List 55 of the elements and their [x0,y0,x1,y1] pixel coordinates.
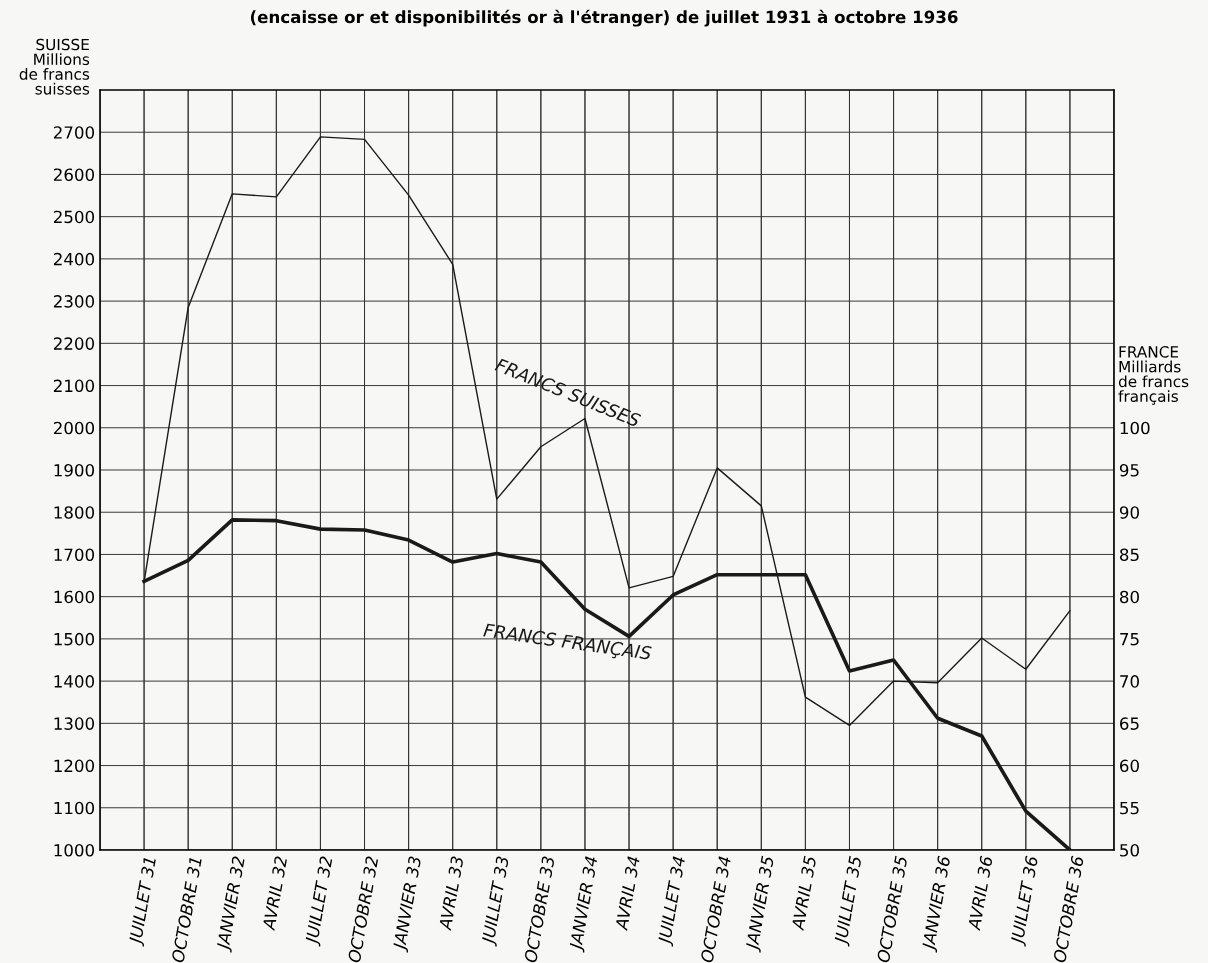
x-tick-label: JUILLET 36 [1010,855,1042,947]
x-tick-label: OCTOBRE 31 [171,857,202,963]
y2-tick-label: 65 [1120,717,1139,730]
y2-tick-label: 90 [1119,506,1139,519]
y2-tick-label: 70 [1120,675,1139,688]
x-tick-label: JANVIER 33 [392,855,425,953]
y-tick-label: 2200 [53,337,95,350]
y-tick-label: 2400 [53,252,95,266]
x-tick-label: JANVIER 34 [568,856,601,953]
y2-tick-label: 60 [1120,759,1139,773]
y-tick-label: 1000 [54,843,95,857]
x-tick-label: JUILLET 33 [481,855,513,947]
y-tick-label: 1700 [54,548,95,562]
y-tick-label: 1800 [54,506,95,519]
y-tick-label: 2600 [53,168,95,182]
x-tick-label: OCTOBRE 32 [347,855,379,963]
y2-tick-label: 100 [1120,421,1150,435]
y-tick-label: 1400 [54,675,95,688]
y2-tick-label: 55 [1120,801,1139,815]
y-tick-label: 1500 [54,632,95,646]
y2-tick-label: 85 [1119,548,1139,562]
y-tick-label: 1300 [54,717,95,730]
x-tick-label: JANVIER 36 [921,855,954,953]
x-tick-label: AVRIL 35 [791,855,817,932]
y-tick-label: 2700 [53,126,95,139]
y-tick-label: 1600 [54,590,95,604]
y-tick-label: 2100 [53,379,95,393]
x-tick-label: AVRIL 34 [614,856,641,932]
y2-tick-label: 80 [1119,590,1139,604]
y2-axis-title: FRANCE Milliards de francs français [1118,346,1189,405]
y2-tick-label: 95 [1119,463,1139,477]
x-tick-label: AVRIL 32 [262,855,288,932]
x-tick-label: JUILLET 31 [128,857,160,947]
y2-tick-label: 75 [1120,633,1139,646]
x-tick-label: AVRIL 36 [967,855,993,932]
x-tick-label: OCTOBRE 33 [523,855,555,963]
y2-tick-label: 50 [1120,843,1139,857]
x-tick-label: JANVIER 32 [216,855,249,953]
x-tick-label: JUILLET 32 [304,855,336,947]
x-tick-label: OCTOBRE 35 [876,855,908,963]
x-tick-label: JUILLET 35 [833,855,865,947]
y-axis-title: SUISSE Millions de francs suisses [19,38,90,95]
y-tick-label: 2500 [53,210,95,224]
y-tick-label: 2000 [53,421,95,435]
x-tick-label: AVRIL 33 [438,855,464,932]
y-tick-label: 1100 [54,801,95,815]
x-tick-label: OCTOBRE 34 [700,856,732,963]
x-tick-label: JANVIER 35 [745,855,778,953]
x-tick-label: JUILLET 34 [657,856,689,947]
y-tick-label: 1900 [54,463,95,477]
chart-title: (encaisse or et disponibilités or à l'étranger) de juillet 1931 à octobre 1936 [250,9,958,27]
text: FRANCS FRANÇAIS [482,623,652,664]
y-tick-label: 1200 [54,759,95,773]
y-tick-label: 2300 [53,295,95,308]
x-tick-label: OCTOBRE 36 [1052,855,1084,963]
